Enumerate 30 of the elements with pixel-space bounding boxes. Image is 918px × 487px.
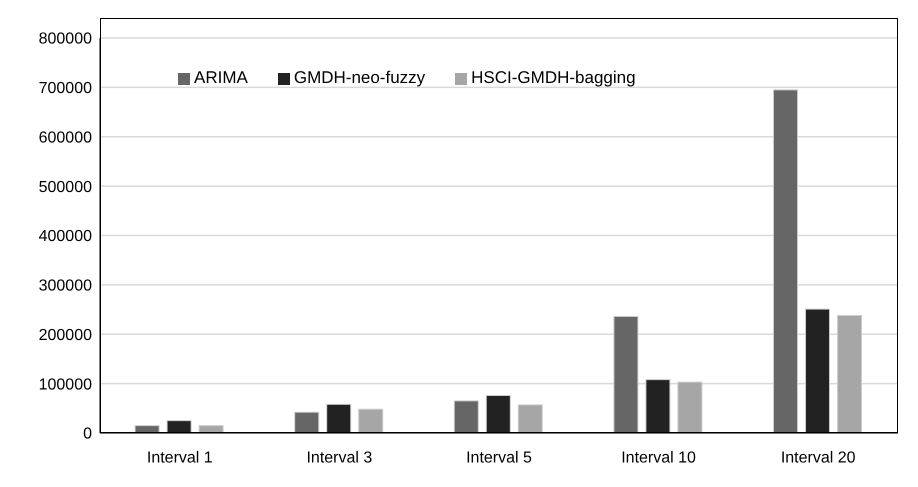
bar (358, 408, 384, 433)
bar (326, 404, 352, 433)
bar (294, 412, 320, 433)
y-tick-label: 600000 (38, 129, 92, 146)
x-tick-label: Interval 20 (780, 449, 856, 466)
y-tick-label: 700000 (38, 80, 92, 98)
bar (773, 89, 798, 433)
legend-label: HSCI-GMDH-bagging (471, 68, 636, 87)
x-tick-label: Interval 3 (306, 449, 372, 466)
y-tick-label: 500000 (38, 178, 92, 196)
bar (454, 400, 479, 433)
bar (805, 308, 830, 433)
legend-label: GMDH-neo-fuzzy (294, 68, 426, 87)
bar (166, 420, 192, 433)
x-tick-label: Interval 1 (146, 449, 213, 466)
y-tick-label: 800000 (38, 30, 92, 48)
bar (518, 404, 543, 433)
bar (645, 379, 670, 433)
x-tick-label: Interval 10 (621, 449, 696, 466)
y-tick-label: 100000 (38, 376, 92, 394)
bar (837, 314, 862, 433)
bar (486, 394, 511, 433)
y-tick-label: 0 (83, 426, 92, 443)
legend-label: ARIMA (194, 68, 248, 87)
x-tick-label: Interval 5 (466, 449, 532, 466)
y-tick-label: 400000 (38, 228, 92, 246)
bar (613, 316, 638, 433)
y-tick-label: 200000 (38, 326, 92, 344)
y-tick-label: 300000 (38, 278, 92, 295)
bar (677, 382, 702, 433)
